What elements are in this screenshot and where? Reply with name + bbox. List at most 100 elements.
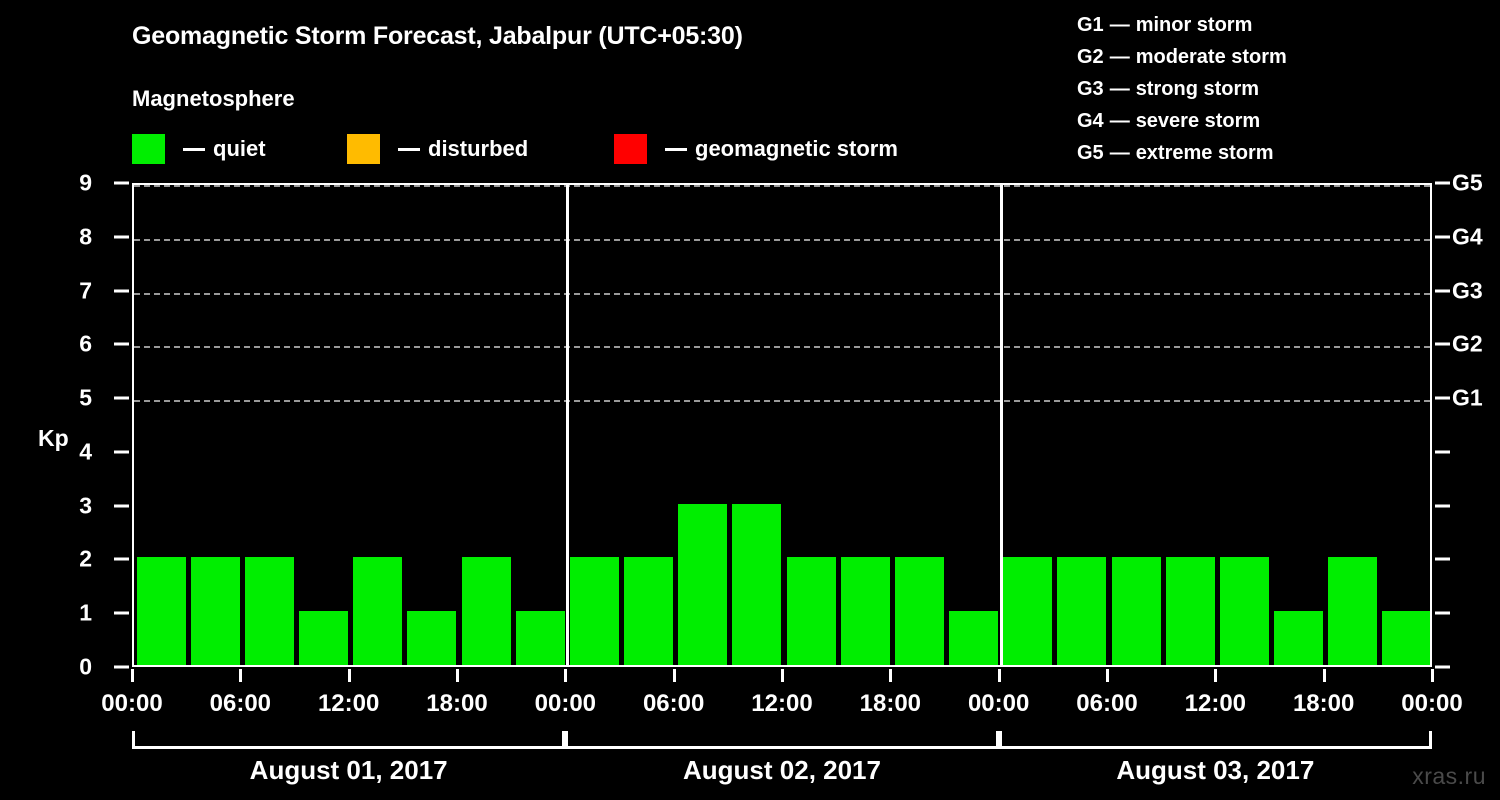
y-tick-label: 2 [79, 545, 92, 572]
bar [624, 557, 674, 665]
bar [1219, 557, 1269, 665]
y-tick-label: 0 [79, 653, 92, 680]
x-tick-label: 06:00 [1076, 690, 1138, 717]
g-tick-mark [1435, 665, 1450, 669]
x-tick-mark [564, 669, 568, 682]
bar [894, 557, 944, 665]
y-tick-mark [114, 450, 129, 454]
bar [190, 557, 240, 665]
bar [1111, 557, 1161, 665]
x-tick-mark [997, 669, 1001, 682]
y-tick-mark [114, 504, 129, 508]
bar [299, 611, 349, 665]
x-tick-mark [889, 669, 893, 682]
y-axis-label: Kp [38, 425, 69, 451]
g-scale-description: minor storm [1135, 14, 1253, 36]
y-tick-label: 4 [79, 438, 92, 465]
g-scale-legend: G1— minor storm G2— moderate storm G3— strong… [1077, 14, 1287, 174]
x-tick-mark [1106, 669, 1109, 682]
legend-dash-icon [665, 147, 687, 151]
date-label: August 03, 2017 [1116, 755, 1315, 785]
gridline-kp-7 [134, 292, 1430, 295]
x-tick-mark [131, 669, 134, 682]
g-tick-label-g2: G2 [1452, 330, 1483, 357]
date-label: August 02, 2017 [683, 755, 881, 785]
x-tick-label: 12:00 [1184, 690, 1247, 717]
x-tick-label: 00:00 [101, 690, 163, 717]
y-tick-label: 3 [79, 492, 92, 519]
plot-inner [134, 185, 1430, 665]
y-tick-label: 7 [79, 277, 92, 304]
y-tick-label: 9 [79, 169, 92, 196]
legend-swatch-quiet [132, 134, 165, 164]
g-scale-dash-icon: — [1109, 110, 1130, 132]
bar [786, 557, 836, 665]
y-tick-mark [114, 342, 129, 346]
bar [949, 611, 999, 665]
gridline-kp-6 [134, 346, 1430, 349]
bar [840, 557, 890, 665]
bar [461, 557, 511, 665]
g-scale-code: G4 [1077, 110, 1104, 132]
x-tick-mark [456, 669, 459, 682]
date-label: August 01, 2017 [249, 755, 448, 785]
legend-label-quiet: quiet [213, 136, 266, 161]
day-divider [566, 185, 570, 665]
y-tick-mark [114, 181, 129, 185]
g-scale-code: G5 [1077, 142, 1104, 164]
day-bracket [998, 731, 1433, 749]
x-tick-mark [347, 669, 351, 682]
y-tick-mark [114, 665, 129, 669]
g-tick-label-g3: G3 [1452, 277, 1483, 304]
y-tick-label: 6 [79, 330, 92, 357]
bar [732, 503, 782, 665]
g-scale-description: strong storm [1135, 78, 1260, 100]
g-scale-description: moderate storm [1135, 46, 1287, 68]
x-tick-label: 18:00 [426, 690, 488, 717]
legend-swatch-geomagnetic-storm [614, 134, 647, 164]
g-tick-label-g5: G5 [1452, 169, 1483, 196]
y-tick-label: 8 [79, 223, 92, 250]
x-tick-mark [672, 669, 676, 682]
g-tick-label-g4: G4 [1452, 223, 1483, 250]
x-tick-mark [781, 669, 784, 682]
g-tick-mark [1435, 450, 1450, 454]
x-tick-label: 06:00 [642, 690, 705, 717]
x-tick-mark [1322, 669, 1326, 682]
gridline-kp-9 [134, 185, 1430, 187]
g-scale-code: G2 [1077, 46, 1104, 68]
bar [678, 503, 728, 665]
x-tick-mark [239, 669, 243, 682]
legend-label-geomagnetic-storm: geomagnetic storm [695, 136, 898, 161]
bar [569, 557, 619, 665]
legend-swatch-disturbed [347, 134, 380, 164]
bar [136, 557, 186, 665]
g-scale-code: G1 [1077, 14, 1104, 36]
g-scale-dash-icon: — [1109, 142, 1130, 164]
y-tick-mark [114, 396, 129, 400]
g-tick-mark [1435, 504, 1450, 508]
gridline-kp-5 [134, 400, 1430, 403]
gridline-kp-8 [134, 238, 1430, 241]
g-tick-mark [1435, 289, 1450, 293]
g-scale-description: extreme storm [1135, 142, 1274, 164]
g-tick-mark [1435, 342, 1450, 346]
bar [1274, 611, 1324, 665]
x-tick-mark [1214, 669, 1218, 682]
y-tick-mark [114, 611, 129, 615]
g-scale-row-g5: G5— extreme storm [1077, 142, 1287, 174]
y-tick-mark [114, 289, 129, 293]
bar [353, 557, 403, 665]
g-scale-dash-icon: — [1109, 78, 1130, 100]
legend-entry-quiet: quiet [132, 134, 266, 164]
bar [1382, 611, 1430, 665]
y-tick-mark [114, 235, 129, 239]
g-tick-label-g1: G1 [1452, 384, 1483, 411]
legend-entry-disturbed: disturbed [347, 134, 528, 164]
page-title: Geomagnetic Storm Forecast, Jabalpur (UT… [132, 22, 743, 50]
g-tick-mark [1435, 396, 1450, 400]
legend-dash-icon [183, 147, 205, 151]
bar [515, 611, 565, 665]
chart-subtitle: Magnetosphere [132, 86, 295, 111]
